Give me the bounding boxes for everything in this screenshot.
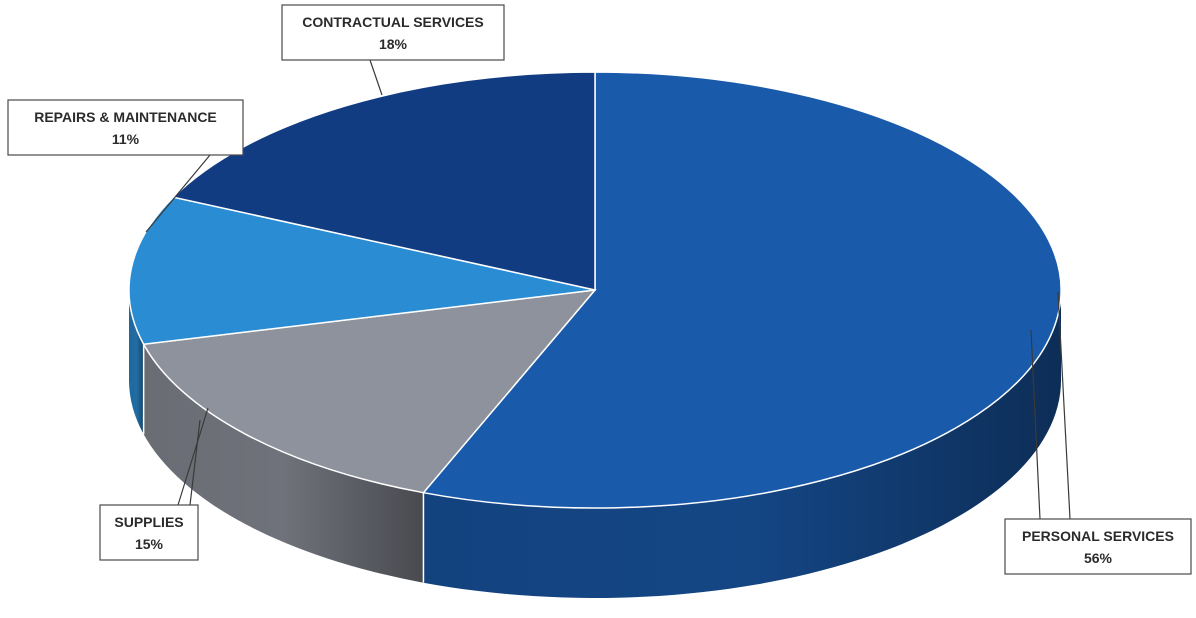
leader-repairs-and-maintenance: [145, 154, 211, 233]
side-shade-supplies: [143, 344, 424, 583]
leader-supplies: [177, 407, 209, 506]
slice-label-contractual-services: CONTRACTUAL SERVICES: [302, 14, 484, 30]
side-shade-repairs-and-maintenance: [129, 290, 144, 435]
leader-personal-services: [1030, 291, 1071, 520]
slice-value-personal-services: 56%: [1084, 550, 1113, 566]
slice-contractual-services: [171, 71, 596, 291]
pie-side-walls: [129, 290, 1061, 598]
callout-box-repairs-and-maintenance: [7, 99, 244, 156]
callout-labels: PERSONAL SERVICES 56% SUPPLIES 15% REPAIRS &…: [7, 4, 1192, 575]
slice-value-repairs-and-maintenance: 11%: [112, 131, 140, 147]
pie-top-faces: [128, 71, 1062, 509]
slice-label-personal-services: PERSONAL SERVICES: [1022, 528, 1174, 544]
leader-contractual-services: [369, 59, 383, 96]
slice-value-supplies: 15%: [135, 536, 164, 552]
callout-box-supplies: [99, 504, 199, 561]
side-shade-personal-services: [423, 290, 1061, 598]
slice-value-contractual-services: 18%: [379, 36, 408, 52]
callout-box-contractual-services: [281, 4, 505, 61]
slice-label-repairs-and-maintenance: REPAIRS & MAINTENANCE: [34, 109, 217, 125]
slice-personal-services: [422, 71, 1062, 509]
slice-label-supplies: SUPPLIES: [114, 514, 183, 530]
slice-repairs-and-maintenance: [128, 196, 596, 346]
callout-box-personal-services: [1004, 518, 1192, 575]
callout-leader-lines: [145, 59, 1071, 520]
slice-supplies: [142, 289, 597, 494]
